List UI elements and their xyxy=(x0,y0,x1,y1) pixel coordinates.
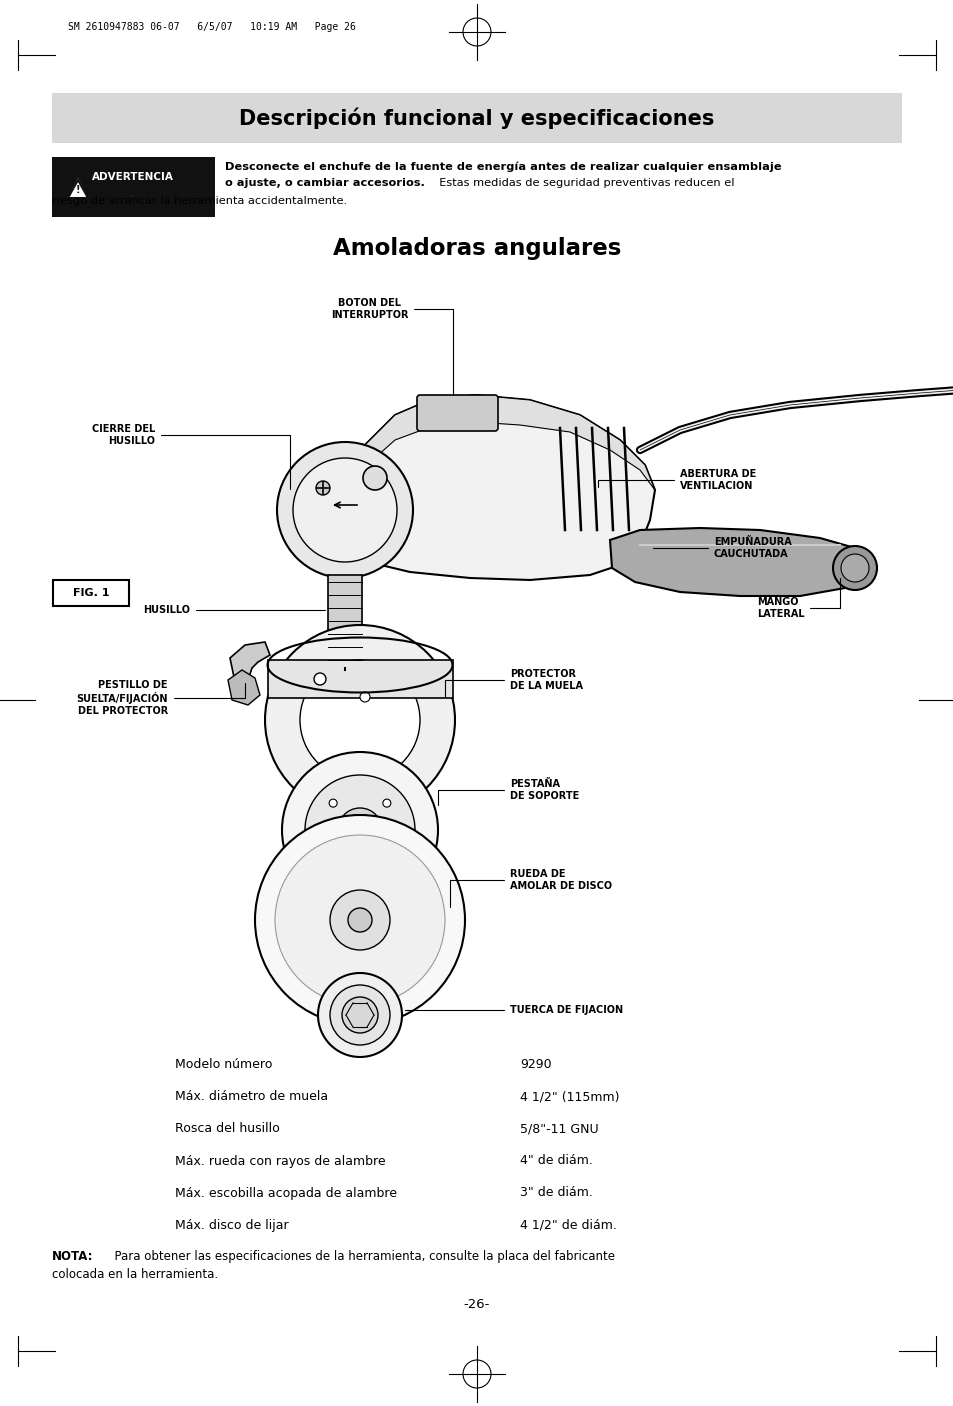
Circle shape xyxy=(359,692,370,702)
Circle shape xyxy=(841,554,868,582)
Text: PROTECTOR
DE LA MUELA: PROTECTOR DE LA MUELA xyxy=(444,669,582,697)
Text: -26-: -26- xyxy=(463,1299,490,1312)
Circle shape xyxy=(337,808,381,852)
Circle shape xyxy=(305,775,415,884)
Text: BOTON DEL
INTERRUPTOR: BOTON DEL INTERRUPTOR xyxy=(331,298,453,395)
Text: 3" de diám.: 3" de diám. xyxy=(519,1187,592,1199)
Text: o ajuste, o cambiar accesorios.: o ajuste, o cambiar accesorios. xyxy=(225,179,424,188)
Circle shape xyxy=(832,546,876,591)
Bar xyxy=(52,93,901,143)
Circle shape xyxy=(314,673,326,685)
Circle shape xyxy=(330,890,390,950)
Circle shape xyxy=(330,986,390,1045)
Circle shape xyxy=(315,481,330,495)
Text: 4" de diám.: 4" de diám. xyxy=(519,1154,592,1167)
Text: Desconecte el enchufe de la fuente de energía antes de realizar cualquier ensamb: Desconecte el enchufe de la fuente de en… xyxy=(225,162,781,173)
Circle shape xyxy=(293,458,396,562)
Circle shape xyxy=(329,853,336,860)
Text: 5/8"-11 GNU: 5/8"-11 GNU xyxy=(519,1122,598,1136)
FancyBboxPatch shape xyxy=(416,395,497,432)
Text: PESTILLO DE
SUELTA/FIJACIÓN
DEL PROTECTOR: PESTILLO DE SUELTA/FIJACIÓN DEL PROTECTO… xyxy=(76,681,245,716)
Circle shape xyxy=(282,752,437,908)
Polygon shape xyxy=(310,395,655,581)
Polygon shape xyxy=(330,395,655,491)
Polygon shape xyxy=(228,671,260,704)
Circle shape xyxy=(265,626,455,815)
Text: MANGO
LATERAL: MANGO LATERAL xyxy=(757,578,840,619)
Bar xyxy=(268,659,453,697)
Text: Rosca del husillo: Rosca del husillo xyxy=(174,1122,279,1136)
Text: Máx. rueda con rayos de alambre: Máx. rueda con rayos de alambre xyxy=(174,1154,385,1167)
Text: Máx. diámetro de muela: Máx. diámetro de muela xyxy=(174,1091,328,1104)
Text: riesgo de arrancar la herramienta accidentalmente.: riesgo de arrancar la herramienta accide… xyxy=(52,195,347,207)
FancyBboxPatch shape xyxy=(53,581,129,606)
Text: NOTA:: NOTA: xyxy=(52,1250,93,1263)
Text: !: ! xyxy=(75,186,80,195)
Circle shape xyxy=(254,815,464,1025)
Text: RUEDA DE
AMOLAR DE DISCO: RUEDA DE AMOLAR DE DISCO xyxy=(450,869,612,907)
Text: ABERTURA DE
VENTILACION: ABERTURA DE VENTILACION xyxy=(598,470,756,491)
Circle shape xyxy=(341,997,377,1033)
Circle shape xyxy=(348,908,372,932)
Text: Máx. disco de lijar: Máx. disco de lijar xyxy=(174,1219,289,1232)
Text: 9290: 9290 xyxy=(519,1059,551,1071)
Text: 4 1/2" de diám.: 4 1/2" de diám. xyxy=(519,1219,617,1232)
Text: 4 1/2" (115mm): 4 1/2" (115mm) xyxy=(519,1091,618,1104)
Text: Para obtener las especificaciones de la herramienta, consulte la placa del fabri: Para obtener las especificaciones de la … xyxy=(107,1250,615,1263)
Text: Amoladoras angulares: Amoladoras angulares xyxy=(333,238,620,260)
Circle shape xyxy=(317,973,401,1057)
Polygon shape xyxy=(609,529,859,596)
Circle shape xyxy=(382,853,391,860)
Polygon shape xyxy=(230,643,270,682)
Text: SM 2610947883 06-07   6/5/07   10:19 AM   Page 26: SM 2610947883 06-07 6/5/07 10:19 AM Page… xyxy=(68,22,355,32)
Text: ADVERTENCIA: ADVERTENCIA xyxy=(92,172,173,181)
Bar xyxy=(328,575,361,671)
Text: PESTAÑA
DE SOPORTE: PESTAÑA DE SOPORTE xyxy=(437,779,578,806)
Text: Modelo número: Modelo número xyxy=(174,1059,273,1071)
Text: Estas medidas de seguridad preventivas reducen el: Estas medidas de seguridad preventivas r… xyxy=(432,179,734,188)
Circle shape xyxy=(363,465,387,491)
Text: Descripción funcional y especificaciones: Descripción funcional y especificaciones xyxy=(239,107,714,129)
Bar xyxy=(52,157,214,217)
Text: Máx. escobilla acopada de alambre: Máx. escobilla acopada de alambre xyxy=(174,1187,396,1199)
Text: HUSILLO: HUSILLO xyxy=(143,605,325,614)
Circle shape xyxy=(329,799,336,807)
Text: TUERCA DE FIJACION: TUERCA DE FIJACION xyxy=(404,1005,622,1015)
Circle shape xyxy=(274,835,444,1005)
Polygon shape xyxy=(68,179,88,198)
Circle shape xyxy=(382,799,391,807)
Text: CIERRE DEL
HUSILLO: CIERRE DEL HUSILLO xyxy=(91,425,290,489)
Text: colocada en la herramienta.: colocada en la herramienta. xyxy=(52,1268,218,1281)
Text: EMPUÑADURA
CAUCHUTADA: EMPUÑADURA CAUCHUTADA xyxy=(652,537,791,558)
Circle shape xyxy=(276,441,413,578)
Circle shape xyxy=(299,659,419,780)
Text: FIG. 1: FIG. 1 xyxy=(72,588,110,598)
